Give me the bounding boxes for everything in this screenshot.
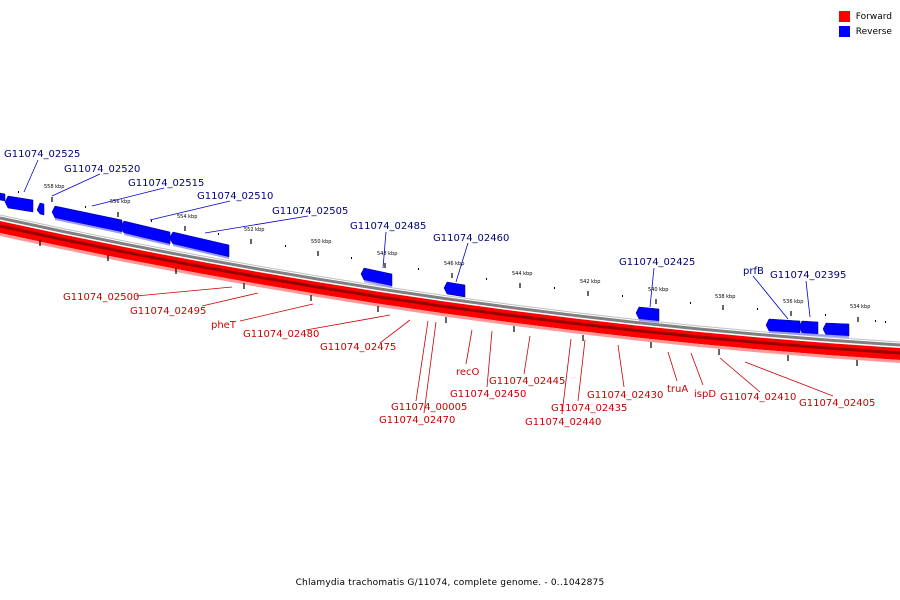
forward-gene-leader [577,339,586,402]
forward-gene-label: G11074_02480 [243,329,319,340]
forward-gene-leader [744,361,834,397]
reverse-gene-label: G11074_02485 [350,221,426,232]
tick-label: 544 kbp [512,271,532,277]
forward-gene-leader [690,352,704,386]
forward-gene-leader [667,351,678,382]
reverse-gene-label: G11074_02425 [619,257,695,268]
tick-label: 540 kbp [648,287,668,293]
forward-gene-leader [486,330,493,388]
reverse-gene-leader [91,187,165,207]
forward-gene-label: G11074_02500 [63,292,139,303]
reverse-gene-leader [752,275,789,320]
tick-label: 534 kbp [850,304,870,310]
reverse-gene-leader [455,242,469,283]
reverse-gene-label: G11074_02395 [770,270,846,281]
forward-gene-leader [305,314,391,331]
reverse-gene-leader [51,173,101,197]
tick-label: 546 kbp [444,261,464,267]
reverse-gene-shadow [55,218,122,234]
forward-gene-leader [561,338,572,415]
tick-label: 556 kbp [110,199,130,205]
forward-gene-label: ispD [694,389,716,400]
forward-gene-label: G11074_02445 [489,376,565,387]
forward-gene-label: truA [667,384,688,395]
forward-gene-label: G11074_02440 [525,417,601,428]
reverse-gene-block [635,306,660,322]
forward-gene-label: G11074_02450 [450,389,526,400]
tick-label: 536 kbp [783,299,803,305]
forward-gene-label: G11074_02470 [379,415,455,426]
forward-strand-dark-line [0,224,900,355]
minor-ticks [18,191,886,323]
genome-caption: Chlamydia trachomatis G/11074, complete … [295,578,605,588]
reverse-gene-block [0,192,6,202]
reverse-gene-label: G11074_02515 [128,178,204,189]
reverse-gene-shadow [639,319,659,323]
reverse-gene-shadow [364,280,392,288]
forward-gene-leader [719,357,761,393]
reverse-gene-label: G11074_02510 [197,191,273,202]
reverse-gene-block [36,202,45,216]
reverse-gene-leader [149,200,231,221]
legend-reverse: Reverse [838,24,892,39]
forward-gene-leader [135,286,233,297]
forward-gene-leader [617,344,625,388]
reverse-gene-leader [649,267,655,308]
forward-gene-leader [523,335,531,375]
legend-forward: Forward [838,9,892,24]
forward-gene-label: G11074_02405 [799,398,875,409]
reverse-gene-label: G11074_02460 [433,233,509,244]
reverse-gene-block [119,220,171,245]
forward-gene-leader [415,320,429,402]
forward-gene-label: G11074_02430 [587,390,663,401]
reverse-gene-shadow [124,233,170,246]
forward-swatch [838,11,850,22]
forward-gene-label: G11074_02410 [720,392,796,403]
reverse-swatch [838,26,850,37]
backbone-line [0,216,900,347]
forward-gene-label: G11074_02495 [130,306,206,317]
forward-gene-label: recO [456,367,480,378]
reverse-gene-shadow [769,331,849,338]
forward-gene-label: G11074_02435 [551,403,627,414]
forward-gene-label: pheT [211,320,237,331]
tick-label: 548 kbp [377,251,397,257]
strand-legend: Forward Reverse [838,9,892,39]
forward-gene-label: G11074_02475 [320,342,396,353]
forward-gene-leader [201,292,259,307]
reverse-gene-label: G11074_02525 [4,149,80,160]
tick-label: 554 kbp [177,214,197,220]
tick-label: 542 kbp [580,279,600,285]
reverse-gene-leader [805,280,811,318]
reverse-gene-leader [204,215,309,234]
tick-label: 550 kbp [311,239,331,245]
tick-label: 558 kbp [44,184,64,190]
reverse-gene-leader [23,159,39,193]
reverse-gene-block [822,322,850,337]
reverse-gene-shadow [173,244,229,259]
reverse-gene-block [443,281,466,298]
reverse-gene-label: G11074_02520 [64,164,140,175]
forward-gene-leader [379,319,411,344]
legend-forward-label: Forward [855,11,892,22]
forward-gene-label: G11074_00005 [391,402,467,413]
reverse-gene-block [798,320,819,335]
reverse-gene-block [4,195,34,213]
tick-label: 538 kbp [715,294,735,300]
forward-gene-leader [239,303,314,322]
reverse-gene-leader [382,231,387,269]
reverse-gene-label: prfB [743,266,764,277]
reverse-gene-label: G11074_02505 [272,206,348,217]
legend-reverse-label: Reverse [855,26,892,37]
forward-gene-leader [423,321,437,414]
forward-gene-leader [465,329,473,365]
reverse-gene-block [765,318,801,334]
tick-label: 552 kbp [244,227,264,233]
